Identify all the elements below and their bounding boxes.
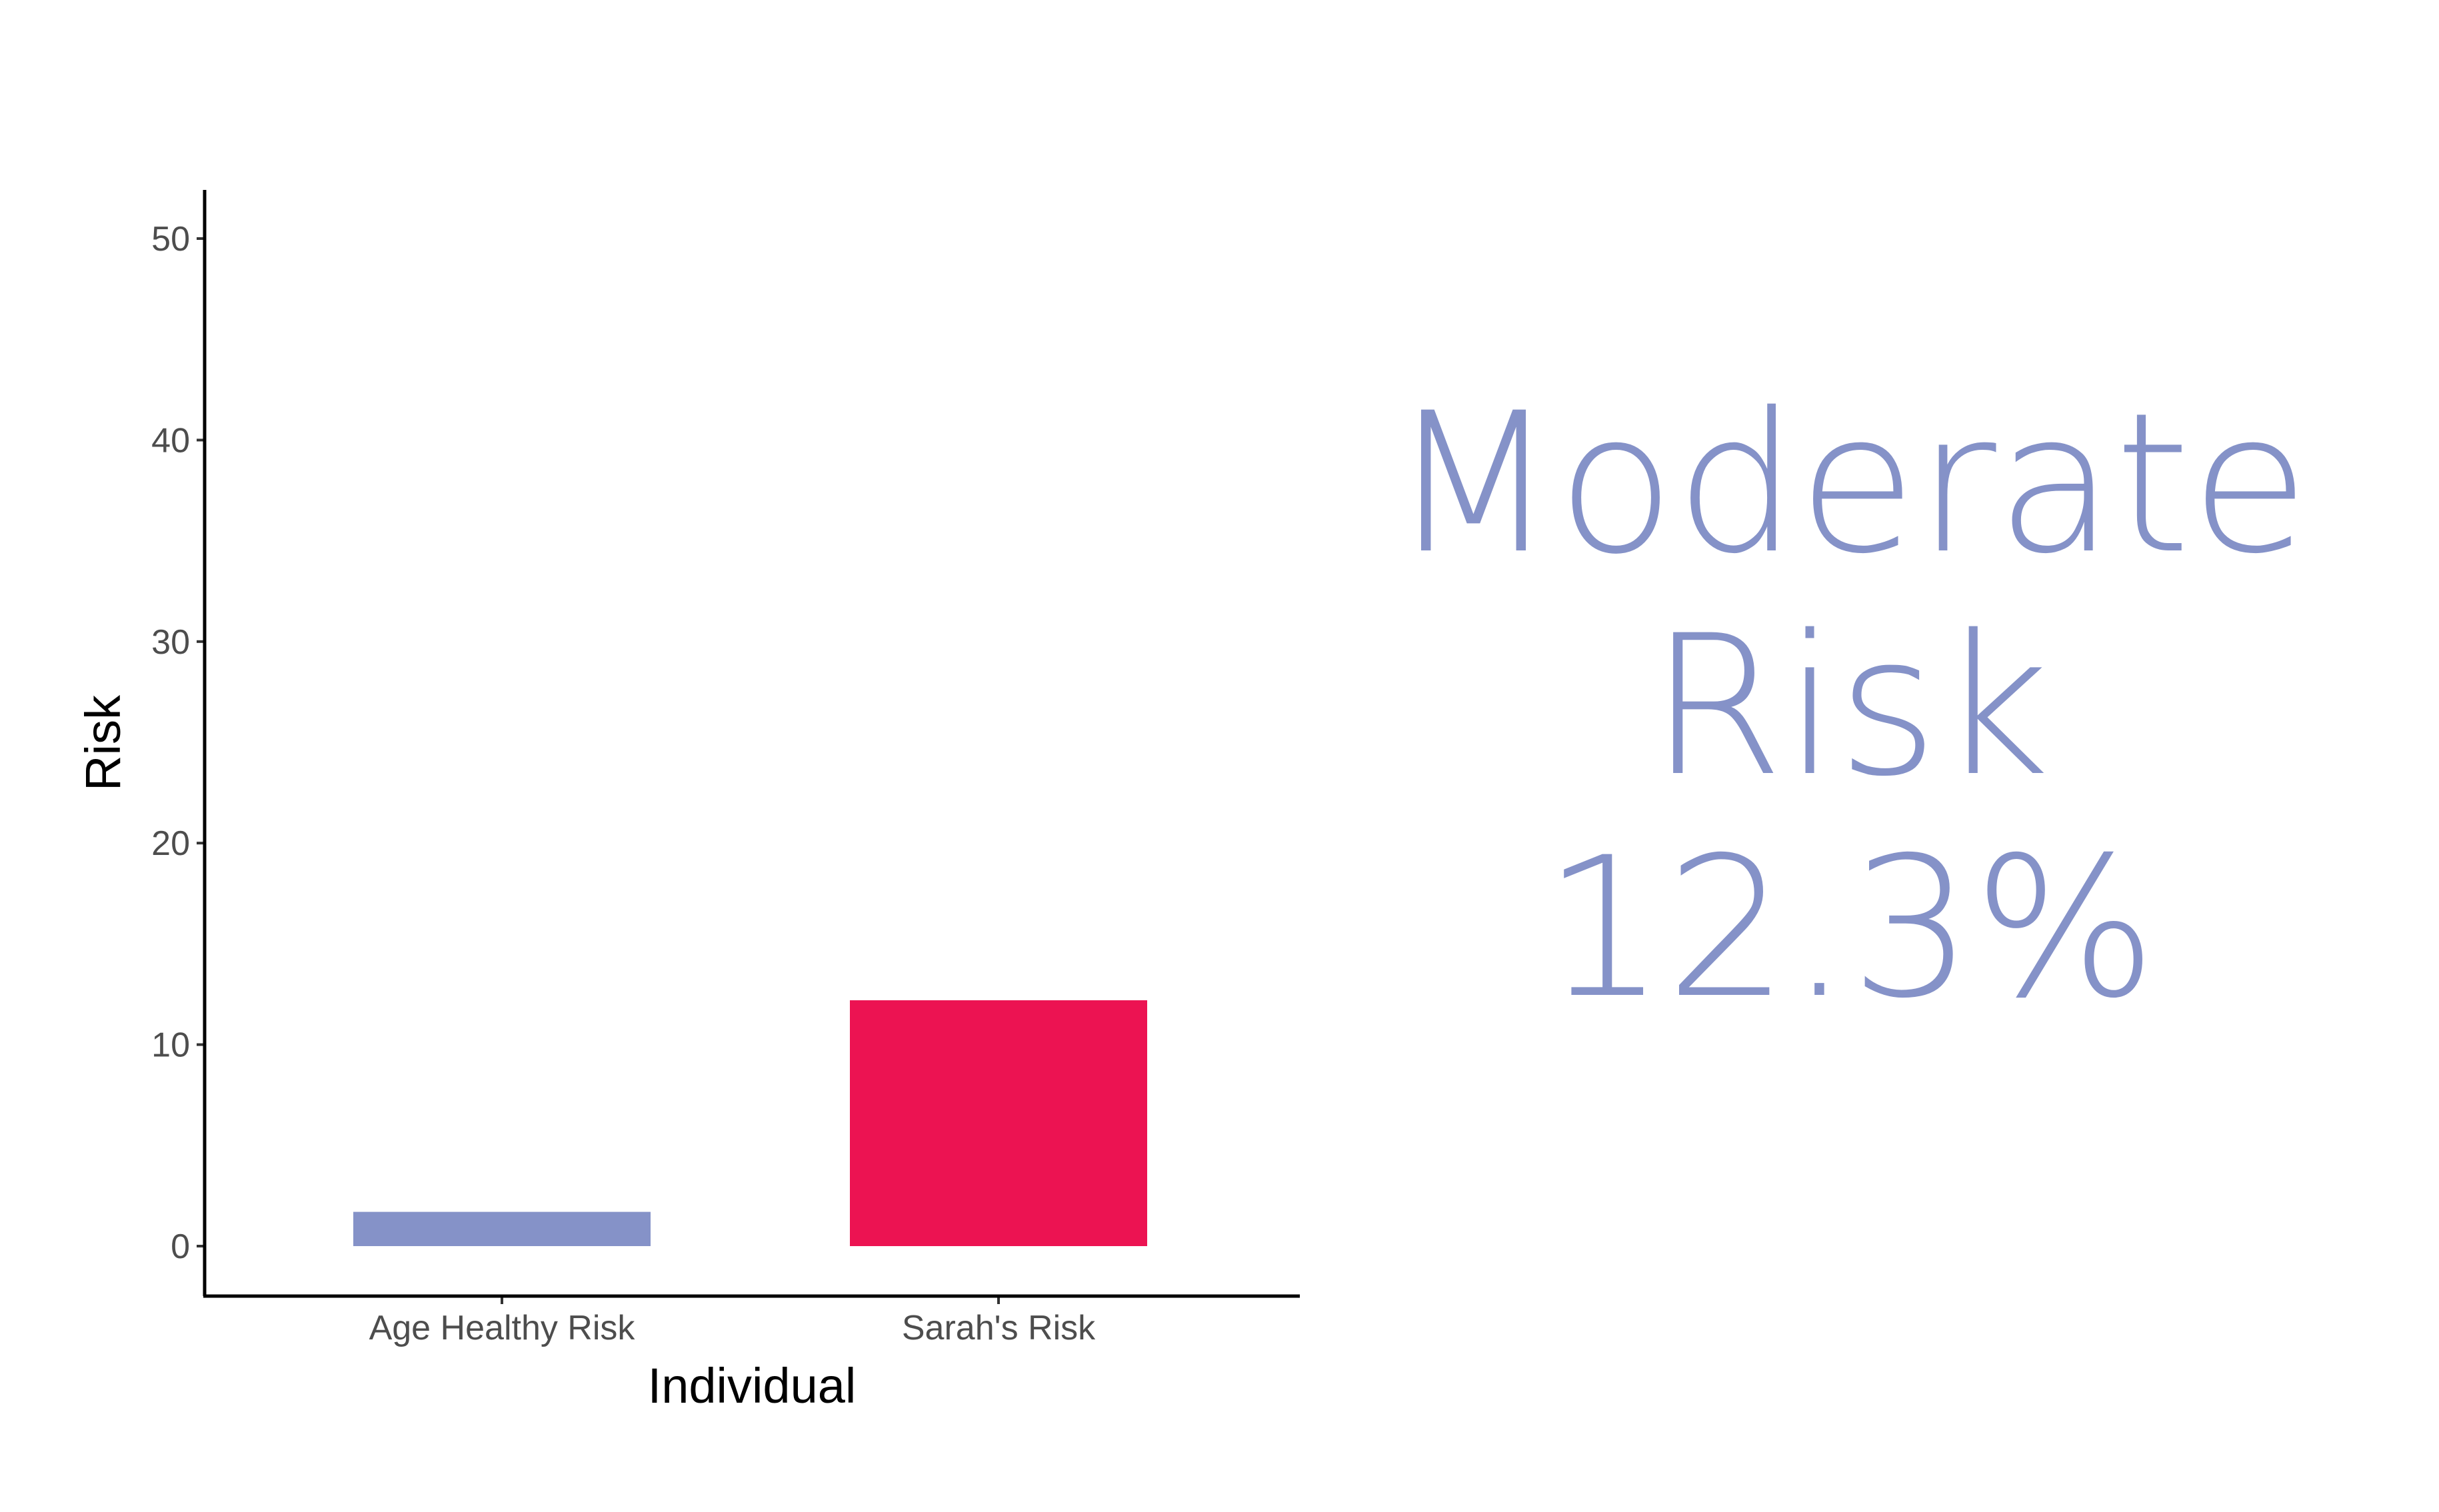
risk-percent-text: 12.3%: [1542, 816, 2157, 1041]
x-axis-title: Individual: [648, 1358, 857, 1413]
risk-word-text: Risk: [1649, 594, 2050, 819]
x-tick-label: Sarah's Risk: [902, 1309, 1096, 1347]
risk-summary: Moderate Risk 12.3%: [1366, 373, 2333, 1040]
risk-level-text: Moderate: [1390, 372, 2310, 596]
y-tick-label: 30: [151, 623, 190, 662]
y-tick-label: 40: [151, 421, 190, 460]
y-ticks: 0 10 20 30 40 50: [151, 220, 205, 1266]
y-tick-label: 20: [151, 824, 190, 863]
x-ticks: Age Healthy Risk Sarah's Risk: [369, 1296, 1096, 1347]
y-tick-label: 10: [151, 1026, 190, 1065]
y-axis-title: Risk: [75, 694, 131, 791]
bars: [353, 1000, 1147, 1246]
y-tick-label: 50: [151, 220, 190, 259]
x-tick-label: Age Healthy Risk: [369, 1309, 636, 1347]
bar-2: [850, 1000, 1147, 1246]
bar-1: [353, 1211, 651, 1246]
risk-bar-chart: 0 10 20 30 40 50 Age Healthy Risk Sarah's Risk…: [75, 190, 1300, 1413]
y-tick-label: 0: [171, 1227, 190, 1266]
